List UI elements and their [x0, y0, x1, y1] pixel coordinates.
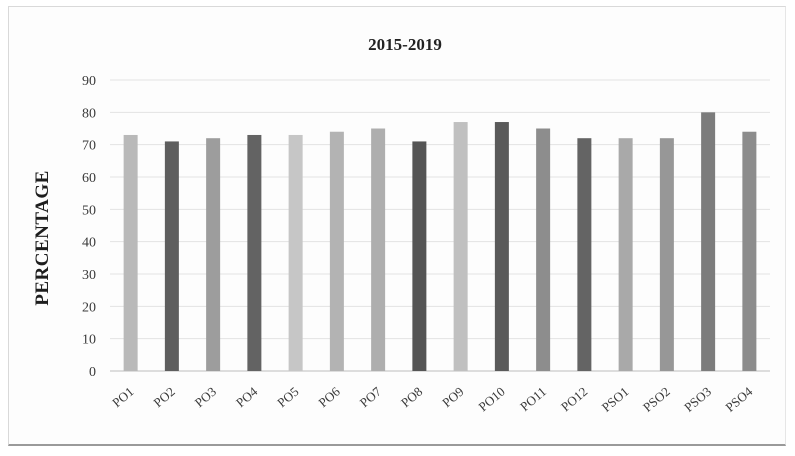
bar-po9 [453, 122, 468, 372]
x-tick-label-po11: PO11 [517, 384, 549, 414]
bar-pso2 [659, 138, 674, 371]
y-tick-label: 80 [82, 106, 96, 121]
bar-po5 [288, 134, 303, 371]
bar-pso3 [701, 112, 716, 371]
x-tick-label-pso2: PSO2 [640, 384, 673, 415]
x-tick-label-po9: PO9 [439, 384, 466, 410]
x-tick-label-po6: PO6 [315, 383, 343, 410]
y-tick-label: 50 [82, 203, 96, 218]
bars [123, 112, 757, 372]
x-tick-label-po3: PO3 [192, 384, 219, 410]
x-axis-ticks: PO1 PO2 PO3 PO4 PO5 PO6 PO7 PO8 PO9 PO10 PO11 PO12 P… [109, 383, 755, 414]
bar-po6 [329, 131, 344, 371]
x-tick-label-po2: PO2 [150, 384, 177, 410]
x-tick-label-pso1: PSO1 [599, 384, 632, 415]
bar-po3 [206, 138, 221, 371]
bar-po7 [371, 128, 386, 371]
bar-po8 [412, 141, 427, 371]
chart-frame [8, 6, 786, 446]
chart-title: 2015-2019 [368, 35, 442, 54]
y-tick-label: 20 [82, 300, 96, 315]
bar-po1 [123, 134, 138, 371]
y-tick-label: 30 [82, 268, 96, 283]
bar-po11 [536, 128, 551, 371]
bar-pso1 [618, 138, 633, 371]
y-tick-label: 10 [82, 333, 96, 348]
x-tick-label-po1: PO1 [109, 384, 136, 410]
x-tick-label-po10: PO10 [475, 384, 507, 415]
x-tick-label-po8: PO8 [398, 384, 425, 410]
x-tick-label-po7: PO7 [357, 383, 385, 410]
bar-pso4 [742, 131, 757, 371]
bar-po10 [494, 122, 509, 372]
bar-po12 [577, 138, 592, 371]
bar-po4 [247, 134, 262, 371]
x-tick-label-po4: PO4 [233, 383, 261, 410]
x-tick-label-po12: PO12 [558, 384, 590, 415]
y-tick-label: 0 [89, 365, 96, 380]
y-tick-label: 90 [82, 74, 96, 89]
x-tick-label-pso4: PSO4 [722, 383, 755, 414]
x-tick-label-po5: PO5 [274, 384, 301, 410]
y-axis-label: PERCENTAGE [32, 170, 53, 306]
y-tick-label: 70 [82, 139, 96, 154]
y-axis-ticks: 0 10 20 30 40 50 60 70 80 90 [82, 74, 96, 380]
bar-po2 [164, 141, 179, 371]
y-tick-label: 40 [82, 236, 96, 251]
y-tick-label: 60 [82, 171, 96, 186]
x-tick-label-pso3: PSO3 [681, 384, 714, 415]
